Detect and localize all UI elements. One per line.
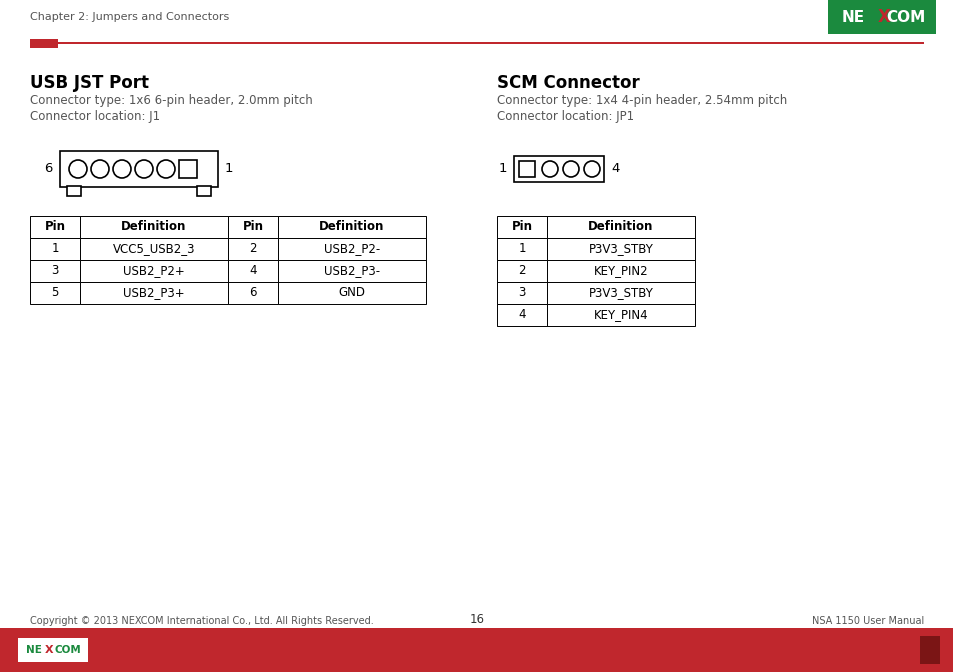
Text: 2: 2 xyxy=(517,265,525,278)
Text: 1: 1 xyxy=(498,163,506,175)
Text: Connector type: 1x4 4-pin header, 2.54mm pitch: Connector type: 1x4 4-pin header, 2.54mm… xyxy=(497,94,786,107)
Text: NE: NE xyxy=(841,9,864,24)
Text: COM: COM xyxy=(55,645,82,655)
Bar xyxy=(518,161,535,177)
Text: KEY_PIN2: KEY_PIN2 xyxy=(593,265,648,278)
Bar xyxy=(277,282,426,304)
Text: 4: 4 xyxy=(249,265,256,278)
Text: 4: 4 xyxy=(517,308,525,321)
Bar xyxy=(30,39,58,48)
Text: SCM Connector: SCM Connector xyxy=(497,74,639,92)
Bar xyxy=(196,186,211,196)
Bar xyxy=(30,282,80,304)
Bar xyxy=(80,282,228,304)
Bar xyxy=(277,238,426,260)
Bar xyxy=(80,260,228,282)
Bar xyxy=(80,216,228,238)
Text: KEY_PIN4: KEY_PIN4 xyxy=(593,308,648,321)
Text: USB JST Port: USB JST Port xyxy=(30,74,149,92)
Text: USB2_P2+: USB2_P2+ xyxy=(123,265,185,278)
Bar xyxy=(30,216,80,238)
Bar xyxy=(0,628,953,672)
Text: Definition: Definition xyxy=(121,220,187,233)
Bar xyxy=(546,304,695,326)
Text: 3: 3 xyxy=(51,265,59,278)
Bar xyxy=(546,260,695,282)
Bar xyxy=(497,282,546,304)
Text: Copyright © 2013 NEXCOM International Co., Ltd. All Rights Reserved.: Copyright © 2013 NEXCOM International Co… xyxy=(30,616,374,626)
Text: NSA 1150 User Manual: NSA 1150 User Manual xyxy=(811,616,923,626)
Text: GND: GND xyxy=(338,286,365,300)
Text: 1: 1 xyxy=(517,243,525,255)
Bar xyxy=(228,238,277,260)
Bar xyxy=(30,42,923,44)
Bar xyxy=(228,282,277,304)
Text: 16: 16 xyxy=(469,613,484,626)
Bar xyxy=(18,638,88,662)
Bar xyxy=(497,238,546,260)
Bar xyxy=(67,186,81,196)
Text: X: X xyxy=(45,645,53,655)
Bar xyxy=(827,0,935,34)
Bar xyxy=(919,636,939,664)
Bar xyxy=(514,156,603,182)
Text: NE: NE xyxy=(26,645,42,655)
Text: Connector location: JP1: Connector location: JP1 xyxy=(497,110,634,123)
Bar xyxy=(228,216,277,238)
Text: 4: 4 xyxy=(610,163,618,175)
Text: 6: 6 xyxy=(45,163,53,175)
Text: Definition: Definition xyxy=(588,220,653,233)
Bar xyxy=(497,304,546,326)
Bar xyxy=(497,260,546,282)
Bar xyxy=(30,260,80,282)
Bar xyxy=(179,160,196,178)
Text: Connector type: 1x6 6-pin header, 2.0mm pitch: Connector type: 1x6 6-pin header, 2.0mm … xyxy=(30,94,313,107)
Bar xyxy=(277,260,426,282)
Text: COM: COM xyxy=(886,9,925,24)
Text: 1: 1 xyxy=(51,243,59,255)
Bar xyxy=(80,238,228,260)
Bar xyxy=(228,260,277,282)
Text: 6: 6 xyxy=(249,286,256,300)
Bar xyxy=(546,216,695,238)
Text: USB2_P3-: USB2_P3- xyxy=(324,265,379,278)
Text: X: X xyxy=(877,8,889,26)
Text: 5: 5 xyxy=(51,286,59,300)
Text: VCC5_USB2_3: VCC5_USB2_3 xyxy=(112,243,195,255)
Text: Connector location: J1: Connector location: J1 xyxy=(30,110,160,123)
Text: USB2_P2-: USB2_P2- xyxy=(323,243,379,255)
Text: Chapter 2: Jumpers and Connectors: Chapter 2: Jumpers and Connectors xyxy=(30,12,229,22)
Text: 3: 3 xyxy=(517,286,525,300)
Text: Pin: Pin xyxy=(242,220,263,233)
Text: P3V3_STBY: P3V3_STBY xyxy=(588,243,653,255)
Text: Definition: Definition xyxy=(319,220,384,233)
Text: Pin: Pin xyxy=(45,220,66,233)
Text: 2: 2 xyxy=(249,243,256,255)
Bar xyxy=(277,216,426,238)
Text: 1: 1 xyxy=(225,163,233,175)
Text: P3V3_STBY: P3V3_STBY xyxy=(588,286,653,300)
Text: Pin: Pin xyxy=(511,220,532,233)
Bar xyxy=(30,238,80,260)
Bar xyxy=(546,282,695,304)
Bar xyxy=(497,216,546,238)
Bar xyxy=(60,151,218,187)
Bar xyxy=(546,238,695,260)
Text: USB2_P3+: USB2_P3+ xyxy=(123,286,185,300)
